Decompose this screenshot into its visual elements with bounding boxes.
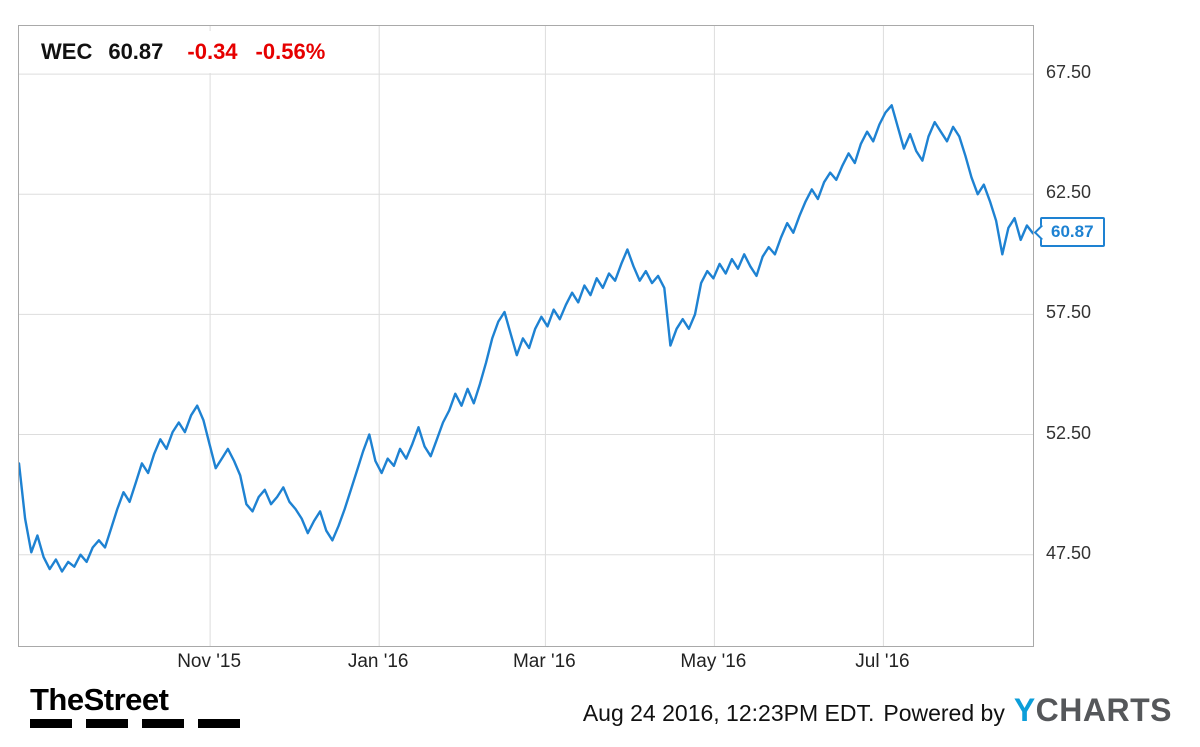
ticker-symbol: WEC xyxy=(41,39,93,64)
x-axis-label: Nov '15 xyxy=(177,651,242,672)
price-line-chart xyxy=(19,26,1033,646)
plot-area: WEC 60.87 -0.34 -0.56% xyxy=(18,25,1034,647)
y-axis-label: 62.50 xyxy=(1046,182,1092,203)
x-axis-label: May '16 xyxy=(680,651,747,672)
price-legend: WEC 60.87 -0.34 -0.56% xyxy=(31,31,342,73)
ycharts-logo: YCHARTS xyxy=(1014,694,1172,726)
price-change-percent: -0.56% xyxy=(255,39,326,64)
y-axis-label: 47.50 xyxy=(1046,542,1092,563)
current-price-callout: 60.87 xyxy=(1033,217,1105,248)
callout-price: 60.87 xyxy=(1051,222,1094,242)
x-axis-label: Mar '16 xyxy=(512,651,576,672)
y-axis-label: 67.50 xyxy=(1046,62,1092,83)
x-axis-label: Jan '16 xyxy=(347,651,409,672)
callout-arrow xyxy=(1033,225,1050,241)
logo-bar xyxy=(142,719,184,728)
timestamp: Aug 24 2016, 12:23PM EDT. xyxy=(582,700,875,726)
y-axis-label: 57.50 xyxy=(1046,302,1092,323)
price-change: -0.34 xyxy=(187,39,238,64)
y-axis-label: 52.50 xyxy=(1046,422,1092,443)
logo-bar xyxy=(30,719,72,728)
logo-bar xyxy=(86,719,128,728)
ycharts-logo-charts: CHARTS xyxy=(1035,692,1172,728)
ycharts-logo-y: Y xyxy=(1013,692,1036,728)
logo-bar xyxy=(198,719,240,728)
thestreet-logo: TheStreet xyxy=(30,684,240,728)
powered-by-label: Powered by xyxy=(883,700,1005,726)
thestreet-underline-bars xyxy=(30,719,240,728)
thestreet-wordmark: TheStreet xyxy=(30,682,169,717)
x-axis-label: Jul '16 xyxy=(855,651,910,672)
attribution-bar: Aug 24 2016, 12:23PM EDT. Powered by YCH… xyxy=(583,694,1172,727)
last-price: 60.87 xyxy=(108,39,164,64)
